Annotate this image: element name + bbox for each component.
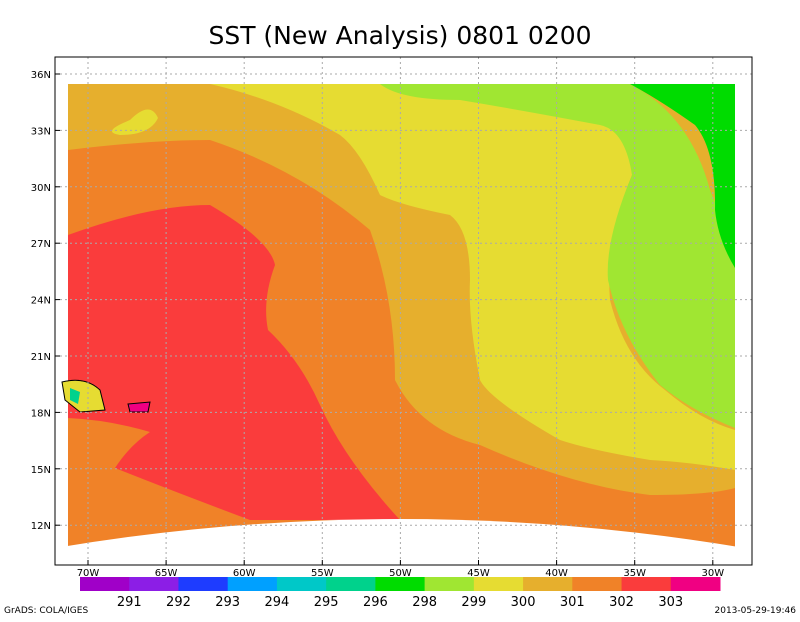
- field-303: [68, 205, 400, 520]
- colorbar-label: 298: [412, 595, 437, 610]
- lon-tick-label: 50W: [389, 568, 412, 579]
- colorbar-label: 291: [117, 595, 142, 610]
- colorbar: 291 292 293 294 295 296 298 299 300 301 302 303: [80, 577, 721, 610]
- colorbar-box: [523, 577, 573, 591]
- colorbar-box: [129, 577, 179, 591]
- lat-tick-label: 21N: [31, 352, 51, 363]
- grid: [55, 57, 752, 565]
- lon-tick-label: 60W: [233, 568, 256, 579]
- colorbar-label: 292: [166, 595, 191, 610]
- colorbar-label: 301: [560, 595, 585, 610]
- lat-tick-label: 30N: [31, 183, 51, 194]
- no-data: [55, 519, 752, 565]
- lat-tick-label: 24N: [31, 296, 51, 307]
- field-300-blob: [112, 109, 158, 135]
- plot-frame: [54, 56, 753, 566]
- footer-left: GrADS: COLA/IGES: [4, 606, 88, 616]
- axes: 36N 33N 30N 27N 24N 21N 18N 15N 12N 70W 65W 60W 55W 5…: [31, 70, 724, 579]
- lon-tick-label: 65W: [155, 568, 178, 579]
- colorbar-label: 294: [265, 595, 290, 610]
- footer-right: 2013-05-29-19:46: [715, 606, 797, 616]
- colorbar-label: 302: [609, 595, 634, 610]
- lat-tick-label: 36N: [31, 70, 51, 81]
- colorbar-label: 303: [658, 595, 683, 610]
- colorbar-box: [227, 577, 278, 591]
- lat-tick-label: 18N: [31, 408, 51, 419]
- island: [127, 401, 151, 413]
- sst-field: [55, 84, 752, 565]
- colorbar-label: 296: [363, 595, 388, 610]
- field-298: [630, 84, 735, 268]
- lon-tick-label: 40W: [545, 568, 568, 579]
- colorbar-box: [473, 577, 524, 591]
- lat-tick-label: 33N: [31, 126, 51, 137]
- colorbar-box: [276, 577, 327, 591]
- field-299: [380, 84, 735, 428]
- island-detail: [70, 388, 80, 404]
- lat-tick-label: 15N: [31, 465, 51, 476]
- lon-tick-label: 55W: [311, 568, 334, 579]
- field-300: [210, 84, 735, 470]
- colorbar-label: 295: [314, 595, 339, 610]
- colorbar-box: [80, 577, 130, 591]
- colorbar-box: [326, 577, 376, 591]
- colorbar-box: [621, 577, 672, 591]
- colorbar-box: [572, 577, 623, 591]
- colorbar-label: 300: [511, 595, 536, 610]
- lat-tick-label: 12N: [31, 521, 51, 532]
- colorbar-box: [670, 577, 721, 591]
- colorbar-box: [375, 577, 426, 591]
- island: [61, 379, 106, 413]
- colorbar-box: [178, 577, 229, 591]
- lon-tick-label: 30W: [701, 568, 724, 579]
- colorbar-label: 299: [461, 595, 486, 610]
- colorbar-box: [424, 577, 475, 591]
- lon-tick-label: 35W: [623, 568, 646, 579]
- lon-tick-label: 70W: [77, 568, 100, 579]
- lon-tick-label: 45W: [467, 568, 490, 579]
- colorbar-label: 293: [215, 595, 240, 610]
- title: SST (New Analysis) 0801 0200: [208, 21, 591, 50]
- lat-tick-label: 27N: [31, 239, 51, 250]
